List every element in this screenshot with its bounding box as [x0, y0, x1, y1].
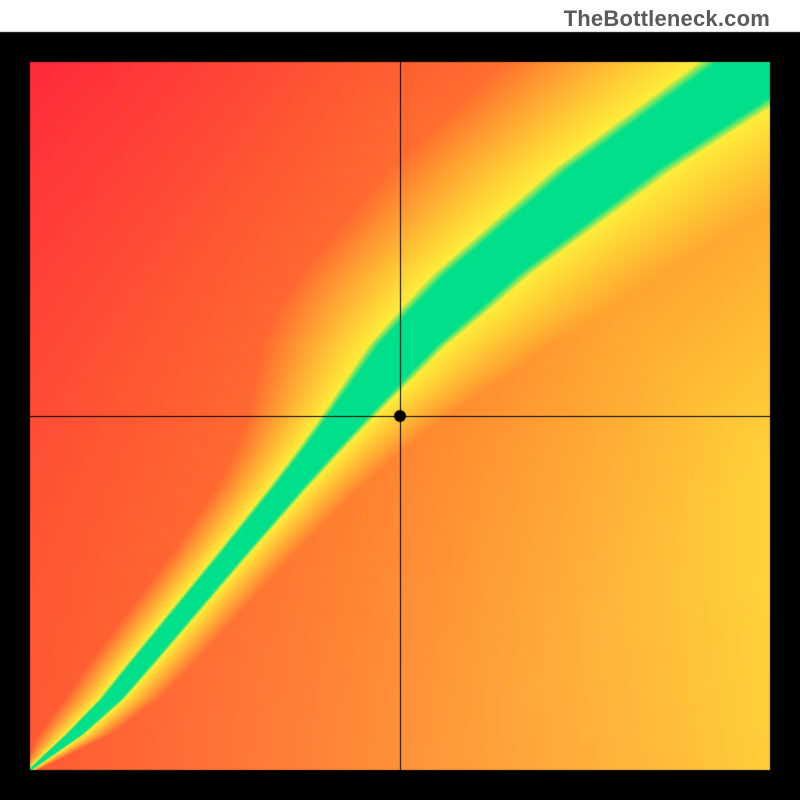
chart-container: TheBottleneck.com [0, 0, 800, 800]
heatmap-canvas [0, 0, 800, 800]
watermark-text: TheBottleneck.com [564, 6, 770, 32]
